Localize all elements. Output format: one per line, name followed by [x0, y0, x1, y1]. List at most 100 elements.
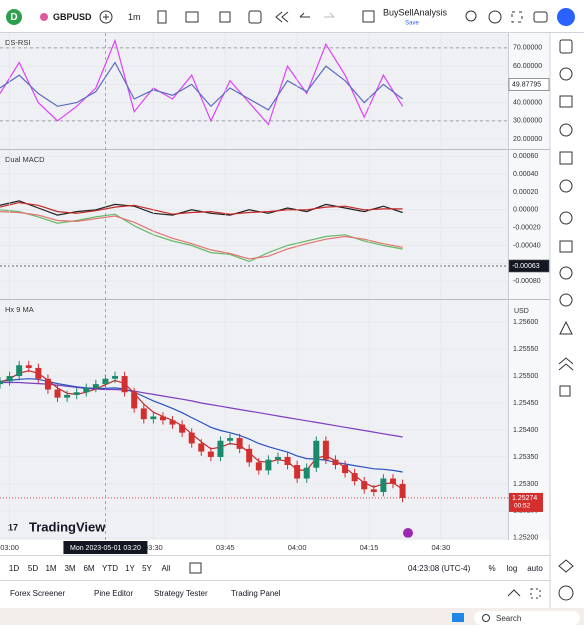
- indicators-icon[interactable]: [185, 11, 199, 23]
- range-button[interactable]: 3M: [64, 564, 75, 573]
- chat-icon[interactable]: [559, 211, 573, 225]
- candle-body: [159, 416, 166, 421]
- layout-checkbox[interactable]: [362, 10, 375, 23]
- range-button[interactable]: All: [162, 564, 171, 573]
- notifications-icon[interactable]: [559, 320, 573, 335]
- candle-body: [370, 489, 377, 492]
- y-tick-label: 0.00060: [513, 153, 538, 160]
- candle-body: [351, 473, 358, 482]
- maximize-icon[interactable]: [530, 588, 541, 599]
- y-tick-label: 60.00000: [513, 63, 542, 70]
- symbol-flag: [40, 13, 48, 21]
- goto-date-icon[interactable]: [189, 562, 202, 574]
- search-glyph: [482, 614, 490, 622]
- help-icon[interactable]: [558, 585, 574, 601]
- add-symbol[interactable]: [99, 10, 113, 24]
- candle-body: [16, 365, 23, 377]
- watermark: TradingView: [29, 519, 106, 534]
- replay-icon[interactable]: [275, 11, 289, 23]
- symbol[interactable]: GBPUSD: [53, 12, 92, 22]
- fullscreen-icon[interactable]: [511, 11, 523, 23]
- collapse-icon[interactable]: [507, 589, 521, 597]
- interval[interactable]: 1m: [128, 12, 141, 22]
- candle-body: [150, 416, 157, 420]
- y-tick-label: 70.00000: [513, 45, 542, 52]
- candle-body: [322, 440, 329, 460]
- calendar-icon[interactable]: [559, 151, 573, 165]
- candle-body: [303, 467, 310, 479]
- taskbar-search[interactable]: [474, 611, 580, 625]
- streams-icon[interactable]: [559, 266, 573, 280]
- candle-body: [179, 424, 186, 433]
- redo-icon[interactable]: [324, 12, 335, 18]
- current-value-box: [508, 259, 550, 273]
- hotlist-icon[interactable]: [559, 123, 573, 137]
- y-tick-label: 1.25350: [513, 454, 538, 461]
- taskbar-search-text: Search: [496, 614, 521, 623]
- data-window-icon[interactable]: [559, 95, 573, 108]
- candle-body: [265, 459, 272, 471]
- candle-body: [35, 367, 42, 379]
- broadcast-icon[interactable]: [559, 293, 573, 307]
- crosshair-label: Mon 2023-05-01 03:20: [70, 545, 141, 552]
- x-tick-label: 03:30: [144, 543, 163, 552]
- candle-body: [112, 376, 119, 379]
- crosshair-label-box: [63, 541, 148, 554]
- layers-icon[interactable]: [558, 559, 574, 573]
- last-price-box: [509, 492, 543, 512]
- range-button[interactable]: 5Y: [142, 564, 152, 573]
- current-value-label: 49.87795: [512, 81, 541, 88]
- y-tick-label: 20.00000: [513, 136, 542, 143]
- trading-icon[interactable]: [558, 357, 574, 371]
- chart-type-icon[interactable]: [157, 10, 167, 24]
- undo-icon[interactable]: [299, 12, 310, 18]
- bottom-tab[interactable]: Forex Screener: [10, 589, 65, 598]
- alert-icon[interactable]: [248, 10, 262, 24]
- symbol-avatar[interactable]: [6, 9, 22, 25]
- current-value-label: -0.00063: [512, 263, 540, 270]
- dom-icon[interactable]: [559, 385, 571, 397]
- candle-body: [121, 376, 128, 393]
- y-tick-label: 1.25450: [513, 400, 538, 407]
- search-icon[interactable]: [465, 10, 477, 22]
- candle-body: [131, 392, 138, 409]
- range-button[interactable]: YTD: [102, 564, 118, 573]
- candle-body: [332, 459, 339, 466]
- range-button[interactable]: 5D: [28, 564, 38, 573]
- screenshot-icon[interactable]: [533, 11, 548, 23]
- scale-button[interactable]: log: [507, 564, 518, 573]
- range-button[interactable]: 1D: [9, 564, 19, 573]
- layouts-icon[interactable]: [219, 11, 231, 23]
- settings-icon[interactable]: [488, 10, 502, 24]
- y-tick-label: -0.00040: [513, 242, 541, 249]
- y-tick-label: 1.25600: [513, 319, 538, 326]
- news-icon[interactable]: [559, 240, 573, 253]
- candle-body: [188, 432, 195, 444]
- ideas-icon[interactable]: [559, 179, 573, 193]
- y-tick-label: 0.00040: [513, 171, 538, 178]
- layout-name[interactable]: BuySellAnalysis: [383, 7, 448, 17]
- candle-body: [227, 438, 234, 441]
- bottom-tab[interactable]: Trading Panel: [231, 589, 281, 598]
- candle-body: [44, 378, 51, 390]
- range-button[interactable]: 1M: [45, 564, 56, 573]
- events-icon[interactable]: [403, 528, 413, 538]
- series-line: [0, 381, 403, 438]
- candle-body: [198, 443, 205, 452]
- bottom-tab[interactable]: Pine Editor: [94, 589, 133, 598]
- watchlist-icon[interactable]: [559, 39, 573, 54]
- account-icon[interactable]: [557, 8, 575, 26]
- x-tick-label: 04:00: [288, 543, 307, 552]
- candle-body: [140, 408, 147, 420]
- candle-body: [294, 465, 301, 479]
- pane-title: DS-RSI: [5, 38, 30, 47]
- windows-icon[interactable]: [452, 613, 464, 622]
- candle-body: [380, 478, 387, 492]
- scale-button[interactable]: %: [488, 564, 495, 573]
- scale-button[interactable]: auto: [527, 564, 543, 573]
- candle-body: [236, 438, 243, 449]
- bottom-tab[interactable]: Strategy Tester: [154, 589, 208, 598]
- range-button[interactable]: 1Y: [125, 564, 135, 573]
- alerts-icon[interactable]: [559, 67, 573, 81]
- range-button[interactable]: 6M: [83, 564, 94, 573]
